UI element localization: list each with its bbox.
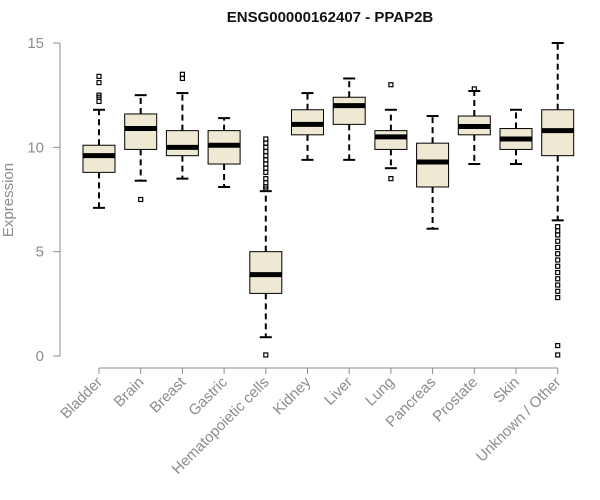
outlier-point [96, 92, 102, 98]
outlier-point [555, 276, 561, 282]
outlier-point [263, 157, 269, 163]
outlier-point [263, 176, 269, 182]
outlier-point [263, 144, 269, 150]
outlier-point [263, 148, 269, 155]
outlier-point [555, 224, 561, 230]
outlier-point [555, 269, 561, 276]
outlier-point [555, 232, 561, 238]
x-tick-label: Breast [147, 373, 190, 416]
outlier-point [555, 352, 561, 358]
outlier-point [555, 257, 561, 263]
outlier-point [96, 98, 102, 105]
outlier-point [555, 251, 561, 257]
outlier-point [263, 140, 269, 146]
x-tick-label: Liver [321, 374, 356, 409]
outlier-point [179, 71, 185, 77]
box-pancreas [416, 115, 450, 230]
outlier-point [555, 263, 561, 269]
outlier-point [555, 342, 561, 349]
outlier-point [263, 169, 269, 175]
chart-title: ENSG00000162407 - PPAP2B [227, 9, 434, 26]
outlier-point [263, 180, 269, 186]
outlier-point [263, 153, 269, 159]
outlier-point [96, 73, 102, 79]
outlier-point [555, 228, 561, 234]
outlier-point [471, 86, 477, 92]
box-kidney [291, 92, 324, 161]
x-tick-label: Lung [362, 374, 398, 410]
x-tick-label: Brain [111, 374, 148, 411]
box-prostate [457, 86, 491, 166]
x-tick-label: Bladder [57, 374, 106, 423]
box-skin [499, 108, 533, 166]
outlier-point [179, 75, 185, 82]
outlier-point [555, 288, 561, 294]
y-axis-label: Expression [0, 163, 17, 237]
outlier-point [555, 238, 561, 244]
box-iqr [124, 113, 158, 150]
y-tick-label: 5 [36, 244, 44, 261]
x-tick-label: Prostate [430, 374, 482, 426]
boxes [82, 42, 575, 358]
x-tick-label: Kidney [270, 373, 315, 418]
box-bladder [82, 73, 116, 209]
outlier-point [555, 244, 561, 251]
y-axis: 0 5 10 15 [27, 35, 61, 365]
box-iqr [165, 130, 199, 157]
outlier-point [263, 136, 269, 142]
box-breast [165, 71, 199, 180]
box-unknown-other [541, 42, 575, 358]
outlier-point [388, 82, 394, 88]
box-iqr [416, 142, 450, 188]
y-tick-label: 0 [36, 348, 44, 365]
box-iqr [82, 144, 116, 173]
y-tick-label: 15 [27, 35, 44, 52]
outlier-point [263, 161, 269, 167]
outlier-point [555, 282, 561, 288]
outlier-point [96, 80, 102, 86]
box-liver [332, 77, 366, 161]
box-iqr [374, 130, 408, 150]
box-hematopoietic-cells [249, 136, 283, 358]
box-gastric [207, 117, 241, 188]
outlier-point [138, 196, 144, 203]
box-lung [374, 82, 408, 182]
x-tick-label: Skin [490, 374, 523, 407]
outlier-point [388, 176, 394, 182]
y-tick-label: 10 [27, 139, 44, 156]
outlier-point [263, 165, 269, 171]
box-brain [124, 94, 158, 203]
outlier-point [263, 352, 269, 358]
box-iqr [332, 96, 366, 125]
outlier-point [555, 294, 561, 301]
